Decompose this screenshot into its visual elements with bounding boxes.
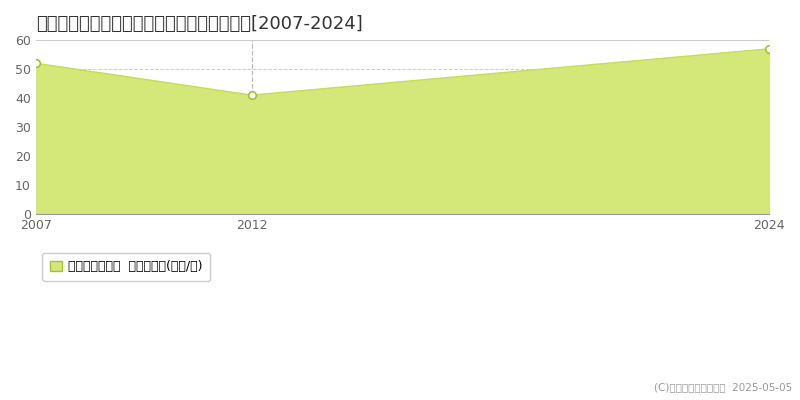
Text: (C)土地価格ドットコム  2025-05-05: (C)土地価格ドットコム 2025-05-05 (654, 382, 792, 392)
Point (30, 60, 42, 66)
Point (762, 46, 775, 52)
Legend: マンション価格  平均坪単価(万円/坪): マンション価格 平均坪単価(万円/坪) (42, 253, 210, 281)
Text: 名古屋市守山区白沢町　マンション価格推移[2007-2024]: 名古屋市守山区白沢町 マンション価格推移[2007-2024] (36, 15, 362, 33)
Point (245, 92, 258, 98)
